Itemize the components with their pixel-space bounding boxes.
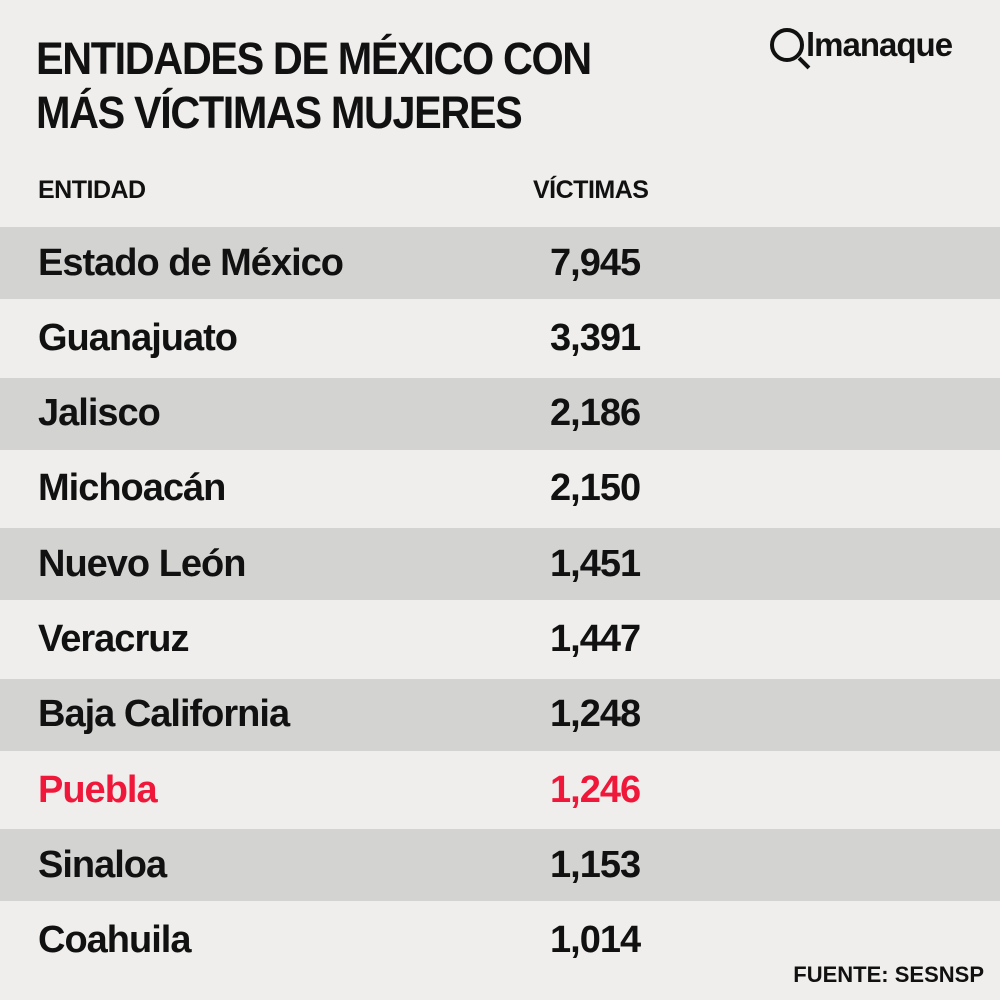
entity-name: Guanajuato [38,316,238,359]
column-header-entity: ENTIDAD [38,176,146,204]
logo-text: lmanaque [806,26,953,63]
victims-count: 2,186 [550,392,641,435]
victims-count: 2,150 [550,467,641,510]
victims-count: 3,391 [550,316,641,359]
table-row: Nuevo León 1,451 [0,528,1000,601]
table-row: Coahuila 1,014 [0,905,1000,977]
table-row: Veracruz 1,447 [0,604,1000,676]
table-row: Puebla 1,246 [0,754,1000,826]
entity-name: Coahuila [38,919,191,962]
entity-name: Nuevo León [38,542,246,585]
magnifier-at-icon [770,28,804,62]
table-row: Estado de México 7,945 [0,227,1000,299]
victims-count: 1,248 [550,693,641,736]
entity-name: Sinaloa [38,843,167,886]
page-title: ENTIDADES DE MÉXICO CON MÁS VÍCTIMAS MUJ… [36,33,592,138]
victims-count: 1,246 [550,768,641,811]
victims-count: 7,945 [550,241,641,284]
logo: lmanaque [770,26,953,64]
victims-count: 1,447 [550,618,641,660]
entity-name: Veracruz [38,618,189,660]
table-row: Guanajuato 3,391 [0,302,1000,374]
entity-name: Puebla [38,768,158,811]
entity-name: Estado de México [38,241,344,284]
entity-name: Baja California [38,693,290,736]
victims-count: 1,451 [550,542,641,585]
source-note: FUENTE: SESNSP [793,962,984,987]
table-row: Michoacán 2,150 [0,453,1000,525]
table-row: Sinaloa 1,153 [0,829,1000,902]
victims-count: 1,014 [550,919,641,962]
victims-count: 1,153 [550,843,641,886]
entity-name: Michoacán [38,467,226,510]
table-row: Jalisco 2,186 [0,377,1000,450]
table-row: Baja California 1,248 [0,678,1000,751]
column-header-victims: VÍCTIMAS [533,176,649,204]
entity-name: Jalisco [38,392,161,435]
